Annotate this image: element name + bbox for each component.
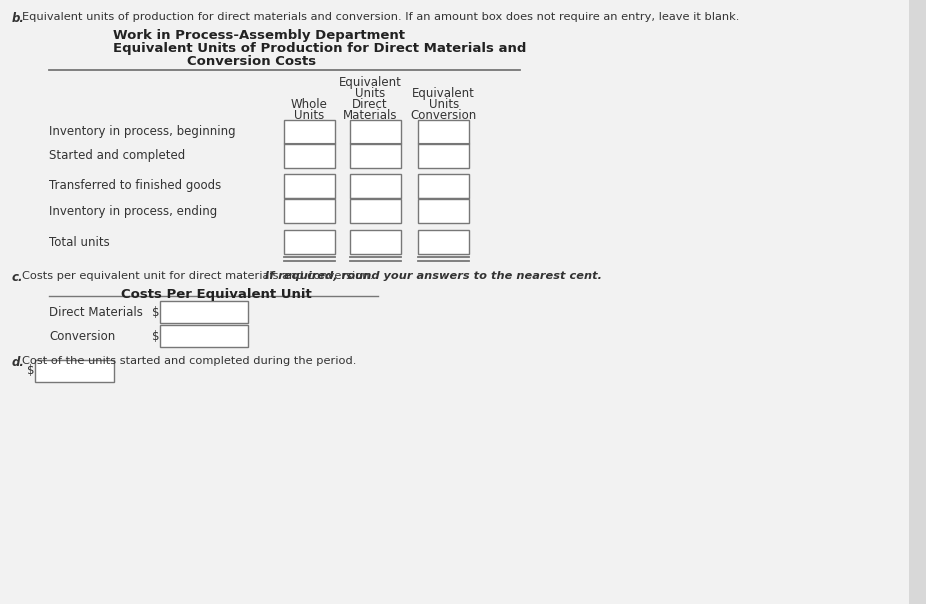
- Text: d.: d.: [12, 356, 25, 369]
- FancyBboxPatch shape: [160, 325, 248, 347]
- Text: Costs Per Equivalent Unit: Costs Per Equivalent Unit: [120, 288, 311, 301]
- FancyBboxPatch shape: [349, 120, 401, 144]
- FancyBboxPatch shape: [160, 301, 248, 323]
- FancyBboxPatch shape: [419, 230, 469, 254]
- Text: Work in Process-Assembly Department: Work in Process-Assembly Department: [113, 29, 405, 42]
- FancyBboxPatch shape: [349, 144, 401, 168]
- FancyBboxPatch shape: [419, 199, 469, 223]
- FancyBboxPatch shape: [283, 144, 335, 168]
- Text: Conversion: Conversion: [49, 330, 116, 342]
- Text: Total units: Total units: [49, 236, 110, 248]
- Text: Transferred to finished goods: Transferred to finished goods: [49, 179, 221, 193]
- Text: Units: Units: [429, 98, 459, 111]
- FancyBboxPatch shape: [35, 360, 114, 382]
- Text: Equivalent Units of Production for Direct Materials and: Equivalent Units of Production for Direc…: [113, 42, 526, 55]
- Text: Equivalent units of production for direct materials and conversion. If an amount: Equivalent units of production for direc…: [21, 12, 739, 22]
- FancyBboxPatch shape: [283, 174, 335, 198]
- Text: b.: b.: [12, 12, 25, 25]
- FancyBboxPatch shape: [349, 174, 401, 198]
- FancyBboxPatch shape: [349, 199, 401, 223]
- Text: Direct: Direct: [353, 98, 388, 111]
- Text: $: $: [28, 364, 35, 378]
- Text: Conversion: Conversion: [411, 109, 477, 122]
- Text: Cost of the units started and completed during the period.: Cost of the units started and completed …: [21, 356, 356, 366]
- Text: Equivalent: Equivalent: [339, 76, 402, 89]
- FancyBboxPatch shape: [419, 144, 469, 168]
- Text: Whole: Whole: [291, 98, 328, 111]
- FancyBboxPatch shape: [419, 174, 469, 198]
- Text: If required, round your answers to the nearest cent.: If required, round your answers to the n…: [265, 271, 602, 281]
- Text: Materials: Materials: [343, 109, 397, 122]
- Text: Units: Units: [294, 109, 324, 122]
- FancyBboxPatch shape: [419, 120, 469, 144]
- Text: $: $: [152, 330, 159, 342]
- FancyBboxPatch shape: [283, 199, 335, 223]
- Text: Inventory in process, beginning: Inventory in process, beginning: [49, 126, 236, 138]
- Text: Conversion Costs: Conversion Costs: [186, 55, 316, 68]
- Text: Equivalent: Equivalent: [412, 87, 475, 100]
- Text: Inventory in process, ending: Inventory in process, ending: [49, 205, 218, 217]
- FancyBboxPatch shape: [283, 230, 335, 254]
- FancyBboxPatch shape: [283, 120, 335, 144]
- Text: c.: c.: [12, 271, 23, 284]
- Text: Started and completed: Started and completed: [49, 150, 185, 162]
- Text: Direct Materials: Direct Materials: [49, 306, 143, 318]
- Text: $: $: [152, 306, 159, 318]
- FancyBboxPatch shape: [349, 230, 401, 254]
- Text: Costs per equivalent unit for direct materials and conversion.: Costs per equivalent unit for direct mat…: [21, 271, 376, 281]
- Text: Units: Units: [355, 87, 385, 100]
